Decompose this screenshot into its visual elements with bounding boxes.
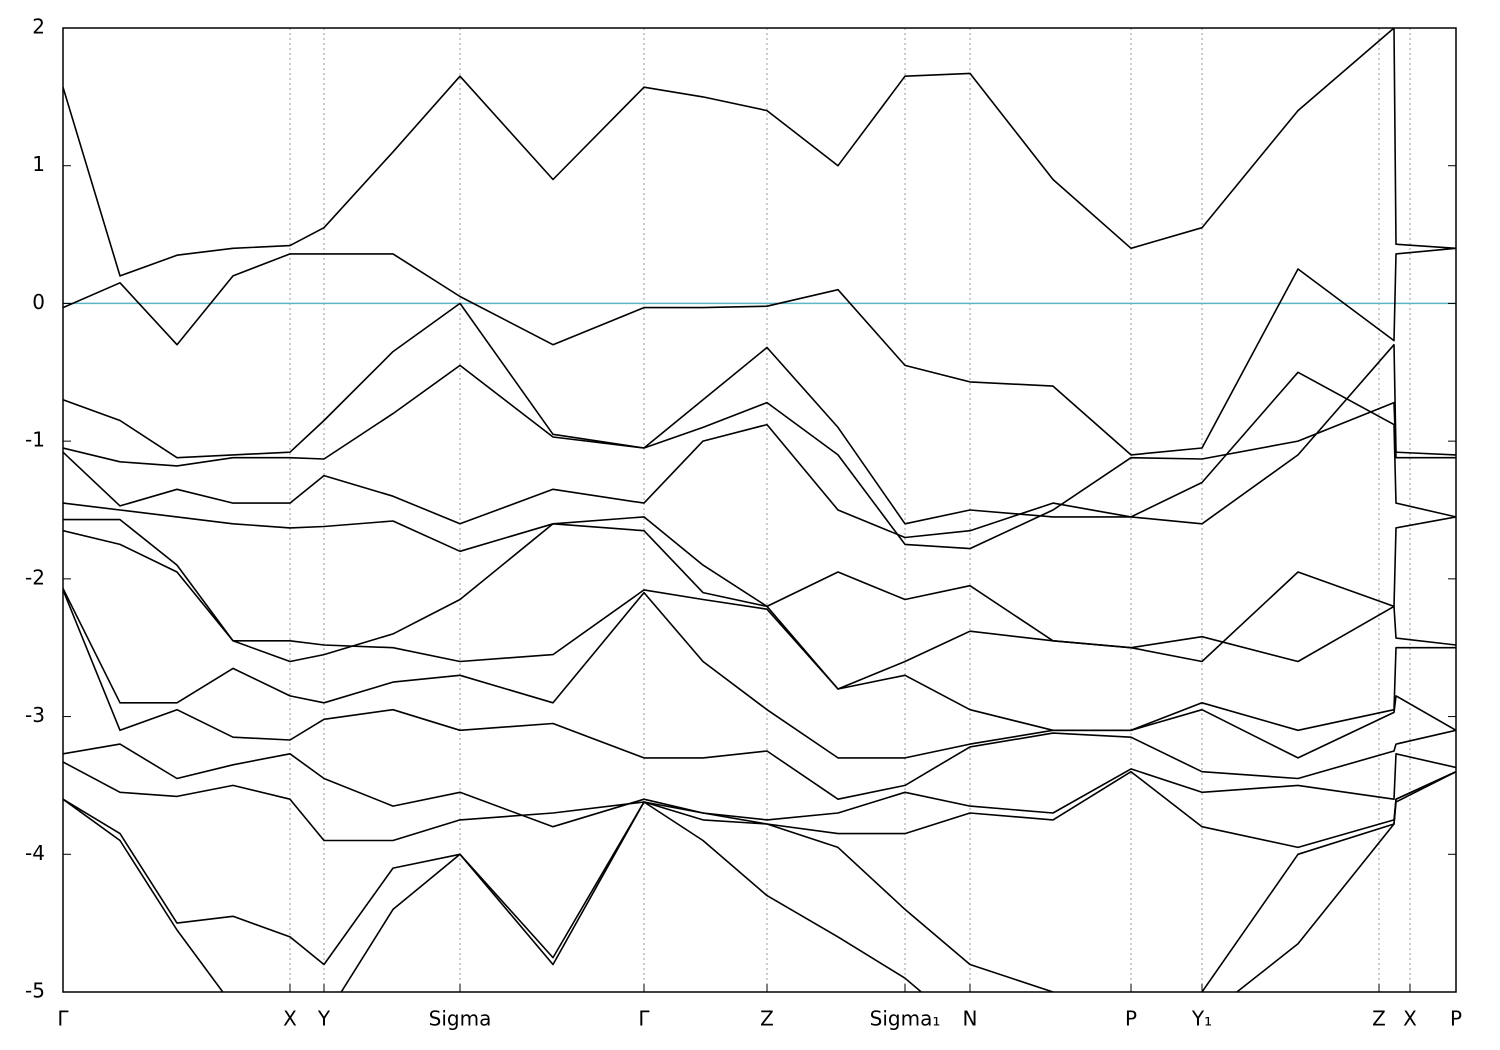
band-line (63, 371, 1456, 539)
grid-layer (289, 28, 1411, 992)
x-tick-label: Z (760, 1007, 774, 1031)
x-tick-label: Y (317, 1007, 331, 1031)
band-line (63, 302, 1456, 525)
y-tick-label: 0 (32, 290, 45, 314)
y-tick-label: 2 (32, 15, 45, 39)
x-tick-label: Z (1372, 1007, 1386, 1031)
band-line (63, 364, 1456, 550)
x-tick-label: N (963, 1007, 978, 1031)
y-tick-label: -4 (25, 841, 45, 865)
x-tick-label: Sigma₁ (870, 1007, 941, 1031)
x-tick-label: X (1403, 1007, 1417, 1031)
band-line (63, 770, 1456, 992)
band-line (63, 518, 1456, 690)
band-line (63, 28, 1456, 277)
y-tick-label: -1 (25, 428, 45, 452)
x-tick-label: X (283, 1007, 297, 1031)
y-tick-label: 1 (32, 152, 45, 176)
x-tick-label: Y₁ (1191, 1007, 1212, 1031)
data-layer (63, 28, 1456, 992)
plot-frame (62, 27, 1457, 993)
x-tick-label: Γ (57, 1007, 69, 1031)
band-line (63, 588, 1456, 759)
y-tick-label: -3 (25, 703, 45, 727)
x-tick-label: Sigma (429, 1007, 492, 1031)
band-line (63, 502, 1456, 663)
x-tick-label: P (1450, 1007, 1462, 1031)
band-line (63, 247, 1456, 456)
band-line (63, 770, 1456, 992)
x-tick-label: Γ (638, 1007, 650, 1031)
band-line (63, 743, 1456, 828)
x-tick-label: P (1125, 1007, 1137, 1031)
band-line (63, 529, 1456, 732)
y-tick-label: -2 (25, 565, 45, 589)
band-line (63, 589, 1456, 800)
y-tick-label: -5 (25, 979, 45, 1003)
band-line (63, 761, 1456, 849)
